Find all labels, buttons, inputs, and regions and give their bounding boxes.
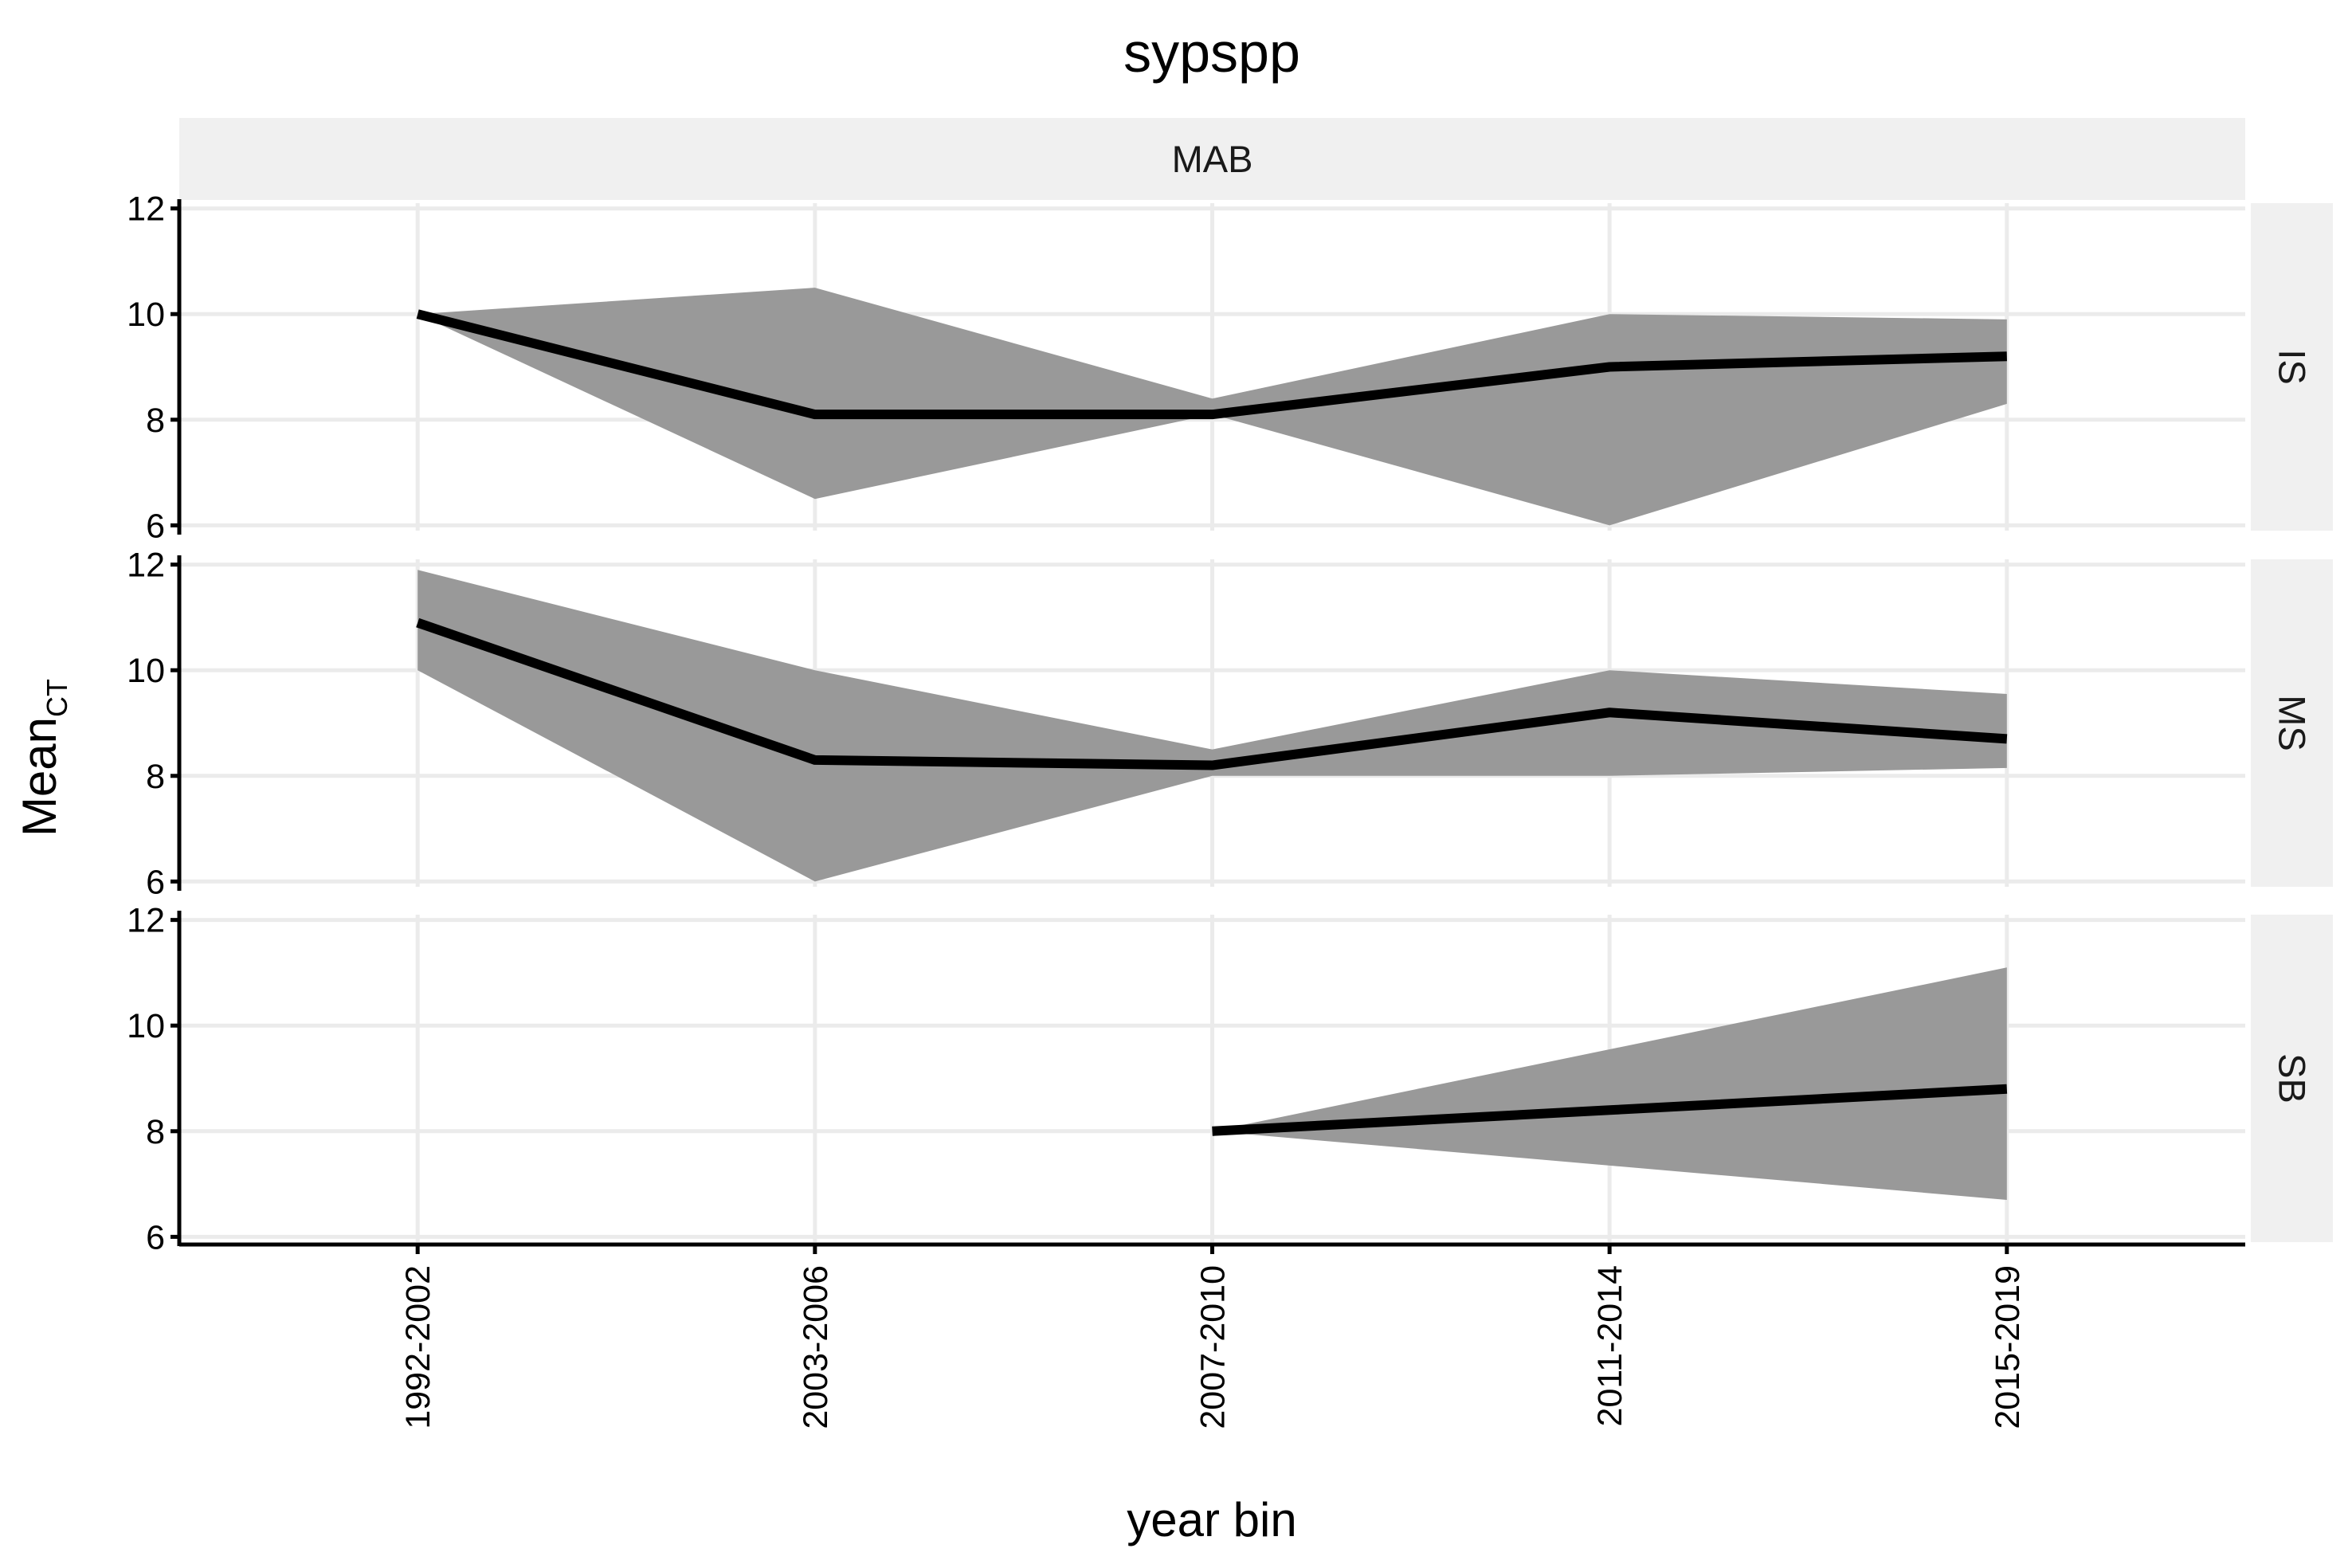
y-tick-label: 10 [127,1007,165,1045]
y-tick-label: 6 [146,1218,165,1256]
x-axis-title: year bin [1127,1493,1296,1546]
facet-strip-background [2251,559,2333,887]
panel-sb: 6 8 10 12 SB [127,902,2333,1256]
y-axis-title-subscript: CT [41,679,73,717]
y-tick-label: 8 [146,402,165,440]
facet-strip-mab: MAB [179,118,2245,200]
y-tick-label: 6 [146,507,165,545]
ribbon-is [417,288,2007,526]
x-tick-label: 1992-2002 [399,1265,437,1429]
x-axis: 1992-2002 2003-2006 2007-2010 2011-2014 2015… [179,1242,2245,1429]
y-tick-label: 8 [146,1113,165,1151]
facet-strip-is: IS [2251,203,2333,531]
facet-strip-background [179,118,2245,200]
y-tick-label: 12 [127,547,165,585]
y-tick-label: 6 [146,863,165,901]
facet-strip-background [2251,915,2333,1242]
facet-strip-label: SB [2272,1053,2314,1103]
ribbon-ms [417,570,2007,882]
y-tick-label: 10 [127,652,165,690]
chart-title: sypspp [1123,22,1300,84]
x-tick-label: 2007-2010 [1194,1265,1233,1429]
ribbon-sb [1212,967,2007,1200]
panel-is: 6 8 10 12 IS [127,190,2333,545]
mean-line-ms [416,617,2008,770]
y-tick-label: 12 [127,902,165,940]
facet-strip-sb: SB [2251,915,2333,1242]
x-tick-label: 2011-2014 [1591,1265,1629,1426]
x-tick-label: 2003-2006 [797,1265,835,1429]
y-axis-title-main: Mean [13,717,66,837]
facet-strip-ms: MS [2251,559,2333,887]
facet-strip-label: MAB [1172,138,1253,180]
x-tick-label: 2015-2019 [1989,1265,2027,1429]
panels: MAB 6 8 10 12 IS 6 8 10 12 MS 6 8 10 12 SB [127,118,2333,1256]
facet-strip-label: IS [2272,349,2314,384]
y-tick-label: 12 [127,190,165,229]
y-axis-title: MeanCT [13,679,73,837]
mean-line-is [416,309,2007,420]
panel-ms: 6 8 10 12 MS [127,547,2333,901]
facet-strip-background [2251,203,2333,531]
facet-strip-label: MS [2272,695,2314,751]
y-tick-label: 10 [127,296,165,334]
y-tick-label: 8 [146,758,165,796]
mean-line-sb [1212,1084,2008,1136]
